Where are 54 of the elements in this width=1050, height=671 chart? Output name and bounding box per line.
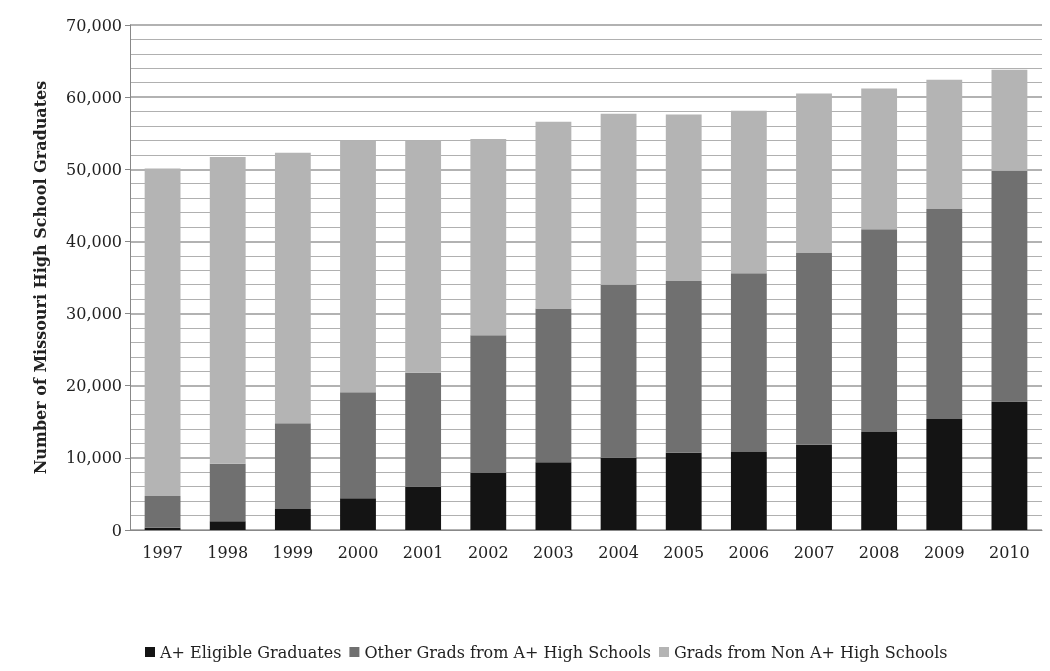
y-tick-label: 50,000 (66, 159, 122, 179)
bar (405, 486, 442, 530)
y-tick-label: 10,000 (66, 448, 122, 468)
bar (600, 457, 637, 530)
bar (730, 452, 767, 530)
bar (991, 170, 1028, 402)
bar (535, 462, 572, 530)
x-tick-label: 2001 (402, 542, 444, 562)
legend-label: Other Grads from A+ High Schools (364, 642, 651, 662)
x-tick-label: 2007 (793, 542, 835, 562)
bar (926, 418, 963, 530)
bar (340, 498, 376, 530)
bar (144, 496, 181, 528)
bar (600, 284, 637, 458)
bar (535, 308, 572, 463)
bar (665, 452, 702, 530)
bar (274, 509, 311, 530)
y-tick-label: 0 (111, 520, 122, 540)
x-tick-label: 2009 (923, 542, 965, 562)
bar (405, 372, 442, 487)
bar (861, 229, 898, 432)
legend-label: Grads from Non A+ High Schools (673, 642, 948, 662)
y-tick-label: 30,000 (66, 304, 122, 324)
x-tick-label: 2010 (989, 542, 1030, 562)
bar (470, 335, 507, 474)
bar (796, 444, 832, 530)
x-tick-label: 1997 (142, 542, 183, 562)
bar (665, 281, 702, 453)
y-axis-title: Number of Missouri High School Graduates (30, 80, 50, 475)
x-tick-label: 2005 (663, 542, 705, 562)
x-tick-label: 1999 (272, 542, 314, 562)
x-tick-label: 2000 (337, 542, 379, 562)
bar (730, 273, 767, 453)
bar (470, 473, 507, 530)
bar (209, 521, 246, 530)
bar (991, 401, 1028, 530)
bar (209, 463, 246, 522)
x-tick-label: 2003 (533, 542, 574, 562)
x-tick-label: 2004 (598, 542, 639, 562)
x-tick-label: 1998 (207, 542, 249, 562)
bar (926, 208, 963, 419)
legend-label: A+ Eligible Graduates (159, 642, 342, 662)
bar (796, 252, 832, 445)
y-tick-label: 60,000 (66, 87, 122, 107)
x-tick-label: 2002 (467, 542, 509, 562)
bar (144, 527, 181, 530)
x-tick-label: 2006 (728, 542, 770, 562)
bar (861, 431, 898, 530)
y-tick-label: 20,000 (66, 376, 122, 396)
bar (274, 423, 311, 510)
bar (340, 392, 376, 499)
y-tick-label: 70,000 (66, 15, 122, 35)
y-tick-label: 40,000 (66, 231, 122, 251)
x-tick-label: 2008 (858, 542, 900, 562)
